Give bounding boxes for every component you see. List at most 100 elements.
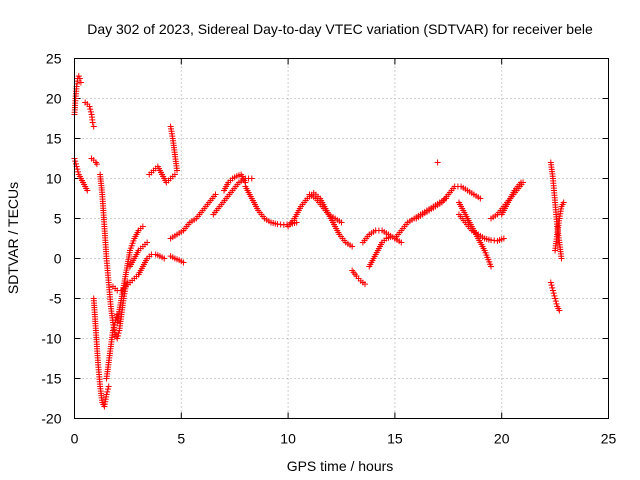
data-point (114, 332, 121, 339)
series-arc-z (455, 199, 495, 270)
y-tick-label: 25 (46, 51, 62, 67)
data-point (161, 255, 168, 262)
data-point (104, 388, 111, 395)
data-point (114, 335, 121, 342)
series-arc-af (547, 279, 563, 314)
data-point (293, 219, 300, 226)
data-point (549, 287, 556, 294)
data-point (87, 106, 94, 113)
data-point (90, 123, 97, 130)
series-arc-t (306, 191, 345, 226)
data-point (553, 300, 560, 307)
data-point (387, 233, 394, 240)
series-arc-c (82, 99, 97, 130)
data-point (89, 119, 96, 126)
y-tick-label: -15 (41, 371, 61, 387)
series-arc-f (97, 171, 131, 342)
data-point (550, 290, 557, 297)
data-point (93, 161, 100, 168)
data-point (248, 175, 255, 182)
x-axis-label: GPS time / hours (287, 458, 394, 474)
data-point (517, 179, 524, 186)
x-tick-labels: 0 5 10 15 20 25 (71, 431, 617, 447)
series-arc-d (88, 155, 100, 168)
data-point (212, 191, 219, 198)
data-points (71, 73, 567, 410)
data-point (361, 281, 368, 288)
data-point (500, 235, 507, 242)
series-arc-a (71, 73, 84, 118)
y-tick-label: -5 (49, 291, 62, 307)
series-arc-g (103, 311, 121, 382)
data-point (556, 307, 563, 314)
series-arc-n (167, 253, 187, 266)
data-point (488, 263, 495, 270)
data-point (549, 284, 556, 291)
data-point (86, 103, 93, 110)
series-arc-e (90, 295, 112, 410)
y-tick-label: -10 (41, 331, 61, 347)
series-arc-ad (434, 159, 441, 166)
data-point (552, 295, 559, 302)
data-point (84, 187, 91, 194)
series-arc-i (114, 223, 146, 326)
series-arc-j (127, 239, 151, 270)
y-axis-label: SDTVAR / TECUs (5, 182, 21, 294)
series-arc-ac (498, 179, 524, 218)
y-tick-labels: -20 -15 -10 -5 0 5 10 15 20 25 (41, 51, 61, 427)
y-tick-label: 0 (54, 251, 62, 267)
data-point (338, 219, 345, 226)
series-arc-ag (552, 199, 567, 254)
y-tick-label: -20 (41, 411, 61, 427)
data-point (174, 167, 181, 174)
data-point (398, 239, 405, 246)
y-tick-label: 20 (46, 91, 62, 107)
data-point (76, 75, 83, 82)
x-tick-label: 10 (280, 431, 296, 447)
data-point (180, 259, 187, 266)
data-point (87, 108, 94, 115)
data-point (477, 195, 484, 202)
data-point (139, 223, 146, 230)
data-point (552, 298, 559, 305)
series-arc-y (413, 183, 484, 222)
data-point (171, 171, 178, 178)
data-point (111, 322, 118, 329)
data-point (77, 79, 84, 86)
series-arc-aa (455, 211, 507, 244)
data-point (349, 243, 356, 250)
data-point (109, 327, 116, 334)
series-arc-s (285, 189, 356, 250)
y-tick-label: 10 (46, 171, 62, 187)
series-arc-k (135, 251, 168, 278)
plot-frame (74, 58, 609, 419)
series-arc-q (221, 171, 249, 194)
data-point (434, 159, 441, 166)
series-arc-r (242, 183, 300, 228)
data-point (110, 324, 117, 331)
data-point (72, 158, 79, 165)
data-point (103, 391, 110, 398)
series-arc-w (366, 233, 394, 270)
data-point (115, 330, 122, 337)
data-point (560, 199, 567, 206)
y-tick-label: 15 (46, 131, 62, 147)
chart-title: Day 302 of 2023, Sidereal Day-to-day VTE… (87, 21, 593, 37)
y-tick-label: 5 (54, 211, 62, 227)
data-point (75, 168, 82, 175)
series-arc-o (167, 191, 219, 242)
series-arc-u (349, 267, 368, 288)
data-point (547, 279, 554, 286)
x-tick-label: 15 (387, 431, 403, 447)
x-tick-label: 20 (494, 431, 510, 447)
data-point (558, 255, 565, 262)
x-tick-label: 0 (71, 431, 79, 447)
data-point (74, 166, 81, 173)
data-point (551, 292, 558, 299)
data-point (104, 386, 111, 393)
data-point (548, 282, 555, 289)
data-point (105, 383, 112, 390)
x-tick-label: 25 (601, 431, 617, 447)
series-arc-l (146, 163, 178, 186)
